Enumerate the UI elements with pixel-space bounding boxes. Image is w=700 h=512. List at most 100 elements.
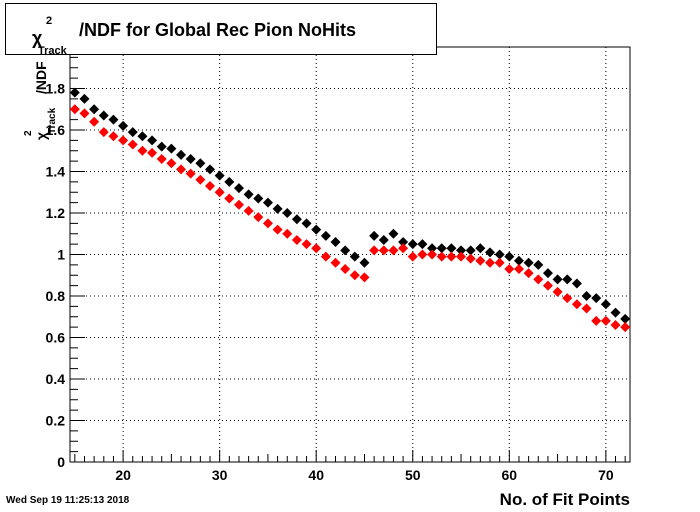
data-point-red — [378, 245, 389, 256]
data-point-black — [330, 237, 341, 248]
title-main-text: /NDF for Global Rec Pion NoHits — [79, 20, 356, 40]
data-point-black — [243, 189, 254, 200]
data-point-red — [620, 322, 631, 333]
data-point-red — [513, 264, 524, 275]
data-point-black — [523, 257, 534, 268]
data-point-red — [581, 303, 592, 314]
data-point-red — [398, 243, 409, 254]
y-tick-label: 1.6 — [46, 122, 66, 138]
data-point-red — [311, 243, 322, 254]
data-point-red — [108, 131, 119, 142]
data-point-red — [523, 268, 534, 279]
data-point-black — [291, 214, 302, 225]
data-point-red — [504, 264, 515, 275]
x-tick-label: 20 — [115, 467, 131, 483]
y-label-subscript: Track — [47, 107, 58, 134]
data-point-red — [485, 257, 495, 268]
data-point-black — [485, 247, 495, 258]
data-point-red — [571, 299, 582, 310]
data-point-red — [127, 139, 138, 150]
data-point-red — [291, 234, 302, 245]
data-point-black — [340, 245, 351, 256]
y-label-superscript: 2 — [23, 130, 34, 136]
data-point-black — [118, 120, 129, 131]
data-point-red — [301, 239, 312, 250]
data-point-red — [253, 212, 264, 223]
data-point-black — [494, 249, 505, 260]
data-point-red — [224, 193, 235, 204]
data-point-red — [137, 145, 148, 156]
data-point-black — [176, 149, 187, 160]
data-point-red — [195, 174, 206, 185]
data-point-red — [262, 218, 273, 229]
x-tick-label: 50 — [405, 467, 421, 483]
data-point-red — [118, 135, 129, 146]
data-point-black — [214, 170, 225, 181]
data-point-red — [79, 108, 90, 119]
data-point-black — [147, 135, 158, 146]
y-tick-label: 0.6 — [46, 330, 66, 346]
title-subscript: Track — [38, 45, 68, 54]
y-tick-label: 1.8 — [46, 81, 66, 97]
data-point-black — [571, 278, 582, 289]
data-point-red — [388, 245, 399, 256]
data-point-red — [349, 270, 360, 281]
data-point-black — [156, 141, 167, 152]
data-point-black — [542, 268, 553, 279]
data-point-red — [359, 272, 370, 283]
x-axis-label: No. of Fit Points — [499, 490, 630, 509]
data-point-black — [513, 255, 524, 266]
data-point-red — [436, 251, 447, 262]
data-point-black — [272, 203, 283, 214]
data-point-red — [233, 199, 244, 210]
y-label-text: /NDF — [33, 61, 49, 94]
data-point-black — [127, 127, 138, 138]
data-point-black — [591, 293, 602, 304]
y-axis-label: χ2 Track/NDF — [23, 61, 58, 140]
data-point-black — [436, 243, 447, 254]
data-point-red — [591, 315, 602, 326]
y-tick-label: 1 — [57, 247, 65, 263]
data-point-black — [69, 87, 80, 98]
data-point-red — [475, 255, 486, 266]
data-point-black — [233, 183, 244, 194]
data-point-black — [301, 218, 312, 229]
data-point-red — [320, 251, 331, 262]
data-point-black — [195, 158, 206, 169]
chart-title: χ 2 Track /NDF for Global Rec Pion NoHit… — [32, 15, 356, 54]
data-point-red — [562, 293, 573, 304]
title-superscript: 2 — [46, 15, 52, 27]
data-point-red — [427, 249, 438, 260]
data-point-black — [600, 299, 611, 310]
data-point-red — [407, 251, 418, 262]
data-point-red — [69, 104, 80, 115]
data-point-black — [620, 313, 631, 324]
data-point-black — [417, 239, 428, 250]
data-point-red — [205, 181, 215, 192]
timestamp: Wed Sep 19 11:25:13 2018 — [6, 495, 130, 506]
data-point-red — [446, 251, 457, 262]
data-point-red — [465, 253, 476, 264]
x-tick-label: 70 — [598, 467, 614, 483]
data-point-red — [542, 280, 553, 291]
x-tick-label: 30 — [212, 467, 228, 483]
data-point-black — [465, 245, 476, 256]
data-point-red — [89, 116, 100, 127]
data-point-red — [340, 264, 351, 275]
data-point-red — [600, 315, 611, 326]
x-tick-label: 60 — [502, 467, 518, 483]
data-point-black — [311, 224, 322, 235]
data-point-red — [610, 320, 621, 331]
data-point-black — [378, 234, 389, 245]
data-point-red — [417, 249, 428, 260]
data-point-black — [398, 237, 409, 248]
data-point-red — [156, 154, 167, 165]
data-point-red — [282, 228, 293, 239]
data-point-red — [456, 251, 467, 262]
data-point-black — [533, 259, 544, 270]
data-point-black — [504, 251, 515, 262]
data-point-red — [98, 127, 109, 138]
data-point-black — [89, 104, 100, 115]
data-point-black — [552, 274, 563, 285]
